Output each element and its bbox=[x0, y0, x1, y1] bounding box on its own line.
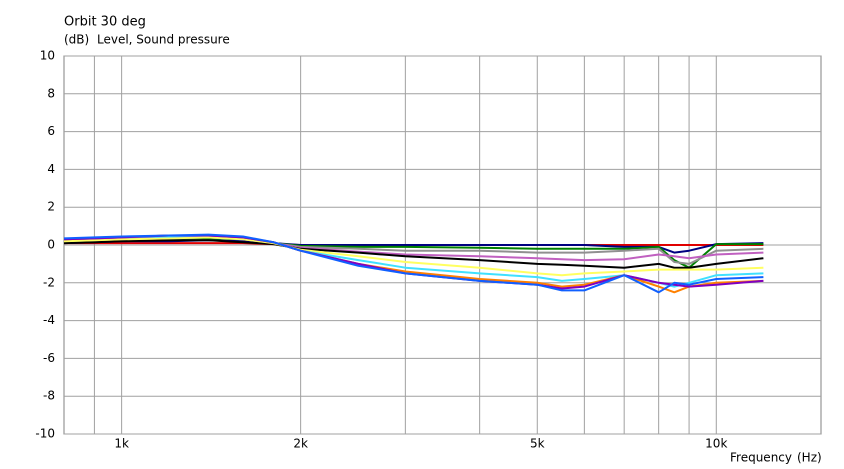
y-tick-label: 0 bbox=[47, 238, 55, 252]
x-label: Frequency bbox=[730, 451, 792, 465]
y-tick-label: 6 bbox=[47, 124, 55, 138]
chart-title: Orbit 30 deg bbox=[64, 15, 146, 30]
series-line bbox=[63, 233, 764, 294]
y-tick-label: 2 bbox=[47, 200, 55, 214]
y-tick-label: 10 bbox=[40, 49, 55, 63]
y-tick-label: -10 bbox=[35, 427, 55, 441]
x-unit: (Hz) bbox=[797, 451, 822, 465]
series-line bbox=[63, 239, 764, 269]
x-tick-label: 5k bbox=[530, 437, 545, 451]
y-tick-label: 4 bbox=[47, 162, 55, 176]
series-line bbox=[63, 236, 764, 277]
y-label: Level, Sound pressure bbox=[97, 33, 230, 47]
y-tick-label: -6 bbox=[43, 351, 55, 365]
y-tick-label: -4 bbox=[43, 313, 55, 327]
y-tick-label: -8 bbox=[43, 389, 55, 403]
x-tick-label: 2k bbox=[293, 437, 308, 451]
x-tick-label: 10k bbox=[705, 437, 727, 451]
y-tick-label: 8 bbox=[47, 86, 55, 100]
y-tick-label: -2 bbox=[43, 275, 55, 289]
y-unit: (dB) bbox=[64, 33, 89, 47]
x-tick-label: 1k bbox=[114, 437, 129, 451]
